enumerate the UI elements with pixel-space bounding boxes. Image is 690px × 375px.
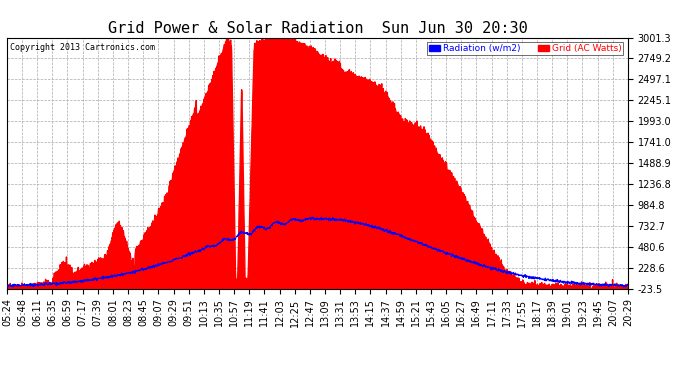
Text: Copyright 2013 Cartronics.com: Copyright 2013 Cartronics.com bbox=[10, 42, 155, 51]
Title: Grid Power & Solar Radiation  Sun Jun 30 20:30: Grid Power & Solar Radiation Sun Jun 30 … bbox=[108, 21, 527, 36]
Legend: Radiation (w/m2), Grid (AC Watts): Radiation (w/m2), Grid (AC Watts) bbox=[427, 42, 623, 55]
